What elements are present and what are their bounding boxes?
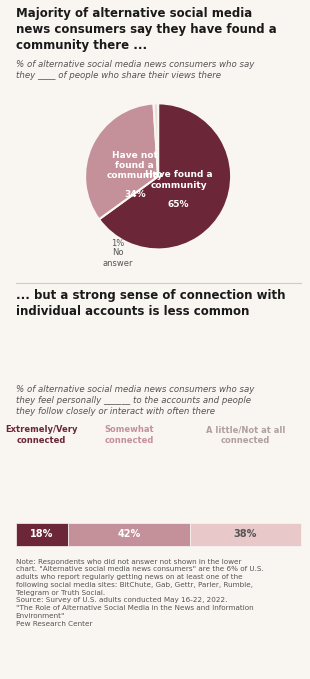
Text: Majority of alternative social media
news consumers say they have found a
commun: Majority of alternative social media new…: [16, 7, 276, 52]
Text: A little/Not at all
connected: A little/Not at all connected: [206, 425, 285, 445]
Wedge shape: [99, 103, 231, 249]
Wedge shape: [153, 103, 158, 177]
Text: 34%: 34%: [124, 190, 145, 199]
Text: Have found a
community: Have found a community: [145, 170, 212, 189]
Text: ... but a strong sense of connection with
individual accounts is less common: ... but a strong sense of connection wit…: [16, 289, 285, 318]
FancyBboxPatch shape: [190, 523, 301, 546]
Text: Somewhat
connected: Somewhat connected: [104, 425, 154, 445]
Text: 42%: 42%: [117, 529, 141, 539]
FancyBboxPatch shape: [16, 523, 68, 546]
Text: Have not
found a
community: Have not found a community: [106, 151, 163, 181]
Text: No
answer: No answer: [103, 249, 133, 268]
Wedge shape: [85, 103, 158, 219]
Text: 18%: 18%: [30, 529, 53, 539]
Text: % of alternative social media news consumers who say
they feel personally ______: % of alternative social media news consu…: [16, 385, 254, 416]
Text: Extremely/Very
connected: Extremely/Very connected: [6, 425, 78, 445]
Text: 38%: 38%: [234, 529, 257, 539]
Text: Note: Respondents who did not answer not shown in the lower
chart. "Alternative : Note: Respondents who did not answer not…: [16, 559, 263, 627]
FancyBboxPatch shape: [68, 523, 190, 546]
Text: 65%: 65%: [168, 200, 189, 208]
Text: % of alternative social media news consumers who say
they ____ of people who sha: % of alternative social media news consu…: [16, 60, 254, 80]
Text: 1%: 1%: [111, 239, 125, 248]
